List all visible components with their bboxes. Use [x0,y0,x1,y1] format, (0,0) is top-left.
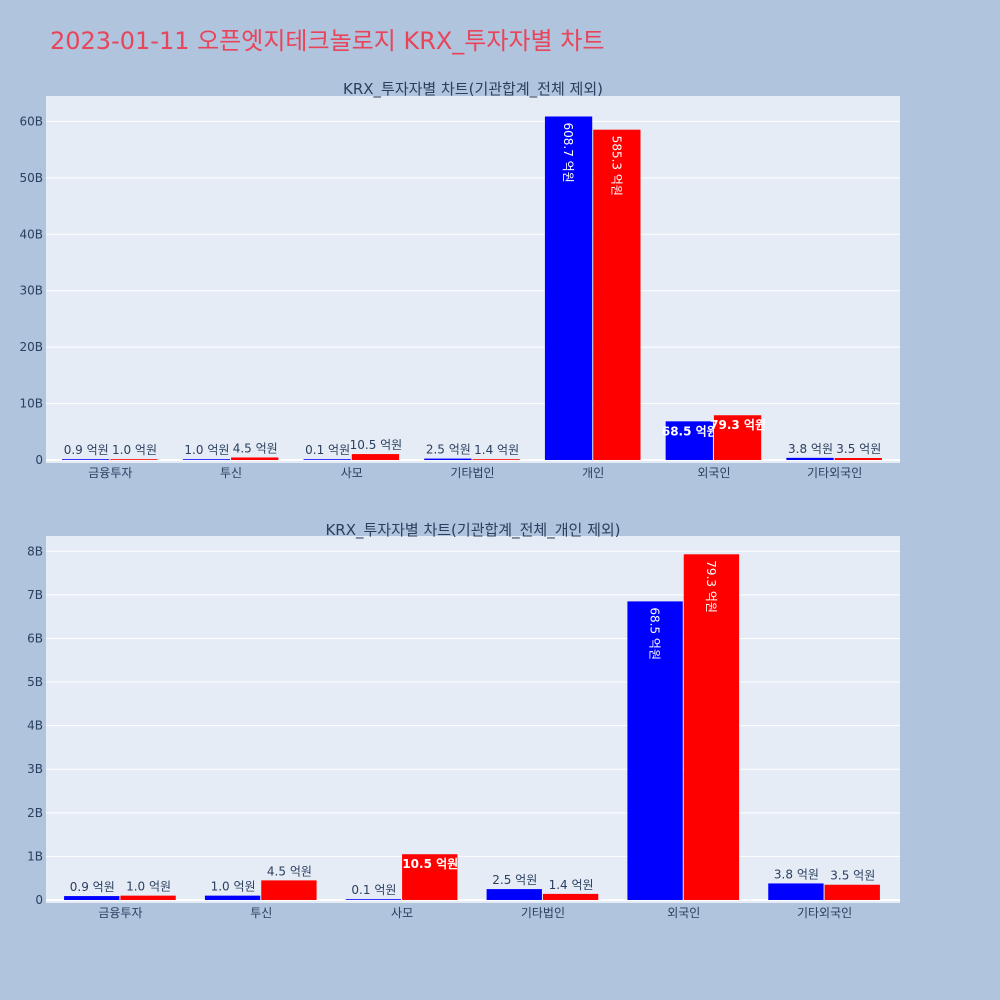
bar [665,421,713,460]
data-label: 1.0 억원 [184,443,229,457]
data-label: 4.5 억원 [233,441,278,455]
bar [683,554,740,900]
data-label: 2.5 억원 [492,873,537,887]
data-label: 3.8 억원 [788,442,833,456]
bar [64,896,120,900]
bar [303,459,351,460]
data-label: 1.0 억원 [211,880,256,894]
plot-area [46,536,900,903]
y-tick-label: 0 [35,453,43,467]
bar [824,884,880,900]
bar [351,454,400,460]
bar [834,458,882,460]
y-tick-label: 2B [27,806,43,820]
bar [768,883,824,900]
data-label: 68.5 억원 [662,424,718,438]
data-label: 1.0 억원 [112,443,157,457]
bar [345,899,402,900]
bar [472,459,520,460]
bar [713,415,762,460]
bar [204,895,261,900]
y-tick-label: 3B [27,762,43,776]
data-label: 0.9 억원 [64,443,109,457]
bar [786,457,834,460]
data-label: 608.7 억원 [561,122,575,182]
plot-area [46,96,900,463]
x-tick-label: 투신 [250,906,272,920]
bar [544,116,593,460]
bar [486,889,542,900]
bar [261,880,317,900]
y-tick-label: 30B [19,284,43,298]
y-tick-label: 7B [27,588,43,602]
chart-title: KRX_투자자별 차트(기관합계_전체 제외) [343,80,603,99]
bar [402,854,458,900]
y-tick-label: 1B [27,849,43,863]
x-tick-label: 금융투자 [88,466,132,480]
data-label: 10.5 억원 [350,438,403,452]
y-tick-label: 50B [19,171,43,185]
bar [627,601,683,900]
bar [120,895,176,900]
y-tick-label: 6B [27,631,43,645]
bar [593,129,641,460]
x-tick-label: 사모 [391,906,413,920]
data-label: 79.3 억원 [710,418,766,432]
data-label: 4.5 억원 [267,864,312,878]
chart-2: KRX_투자자별 차트(기관합계_전체_개인 제외) 0 1B 2B 3B 4B 5B 6B… [27,521,900,920]
page-title: 2023-01-11 오픈엣지테크놀로지 KRX_투자자별 차트 [50,27,604,55]
data-label: 68.5 억원 [648,607,662,660]
data-label: 1.0 억원 [126,880,171,894]
bar [542,893,599,900]
data-label: 0.9 억원 [70,880,115,894]
data-label: 0.1 억원 [305,443,350,457]
bar [424,458,472,460]
bar [182,459,231,460]
data-label: 1.4 억원 [474,443,519,457]
y-tick-label: 8B [27,544,43,558]
y-tick-label: 0 [35,893,43,907]
y-tick-label: 40B [19,227,43,241]
chart-1: KRX_투자자별 차트(기관합계_전체 제외) 0 10B 20B 30B 40B 50B… [19,80,900,480]
data-label: 0.1 억원 [351,883,396,897]
y-tick-label: 10B [19,397,43,411]
x-tick-label: 사모 [341,466,363,480]
data-label: 3.5 억원 [830,869,875,883]
data-label: 10.5 억원 [402,857,458,871]
x-tick-label: 기타법인 [450,466,494,480]
x-tick-label: 기타외국인 [797,906,852,920]
y-tick-label: 60B [19,114,43,128]
chart-title: KRX_투자자별 차트(기관합계_전체_개인 제외) [325,521,620,540]
x-tick-label: 외국인 [697,466,730,480]
data-label: 1.4 억원 [549,878,594,892]
y-tick-label: 4B [27,719,43,733]
data-label: 3.5 억원 [836,442,881,456]
data-label: 79.3 억원 [704,560,718,613]
bar [110,459,158,460]
bar [231,457,279,460]
x-tick-label: 개인 [582,466,604,480]
x-tick-label: 외국인 [667,906,700,920]
x-tick-label: 금융투자 [98,906,142,920]
data-label: 3.8 억원 [774,867,819,881]
x-tick-label: 기타법인 [521,906,565,920]
x-tick-label: 투신 [220,466,242,480]
x-tick-label: 기타외국인 [807,466,862,480]
data-label: 585.3 억원 [609,136,623,196]
y-tick-label: 5B [27,675,43,689]
data-label: 2.5 억원 [426,443,471,457]
y-tick-label: 20B [19,340,43,354]
bar [62,459,110,460]
